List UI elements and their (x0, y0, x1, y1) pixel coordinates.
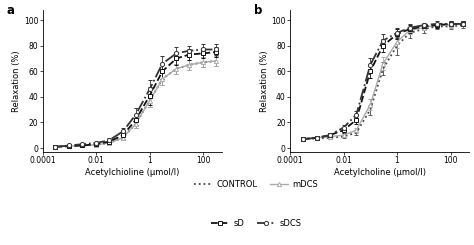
Y-axis label: Relaxation (%): Relaxation (%) (12, 50, 21, 112)
Text: a: a (7, 4, 15, 17)
Legend: sD, sDCS: sD, sDCS (208, 215, 304, 231)
X-axis label: Acetylchioline (μmol/l): Acetylchioline (μmol/l) (85, 168, 180, 177)
Legend: CONTROL, mDCS: CONTROL, mDCS (191, 176, 321, 192)
Y-axis label: Relaxation (%): Relaxation (%) (260, 50, 269, 112)
Text: b: b (254, 4, 263, 17)
X-axis label: Acetylcholine (μmol/l): Acetylcholine (μmol/l) (334, 168, 426, 177)
